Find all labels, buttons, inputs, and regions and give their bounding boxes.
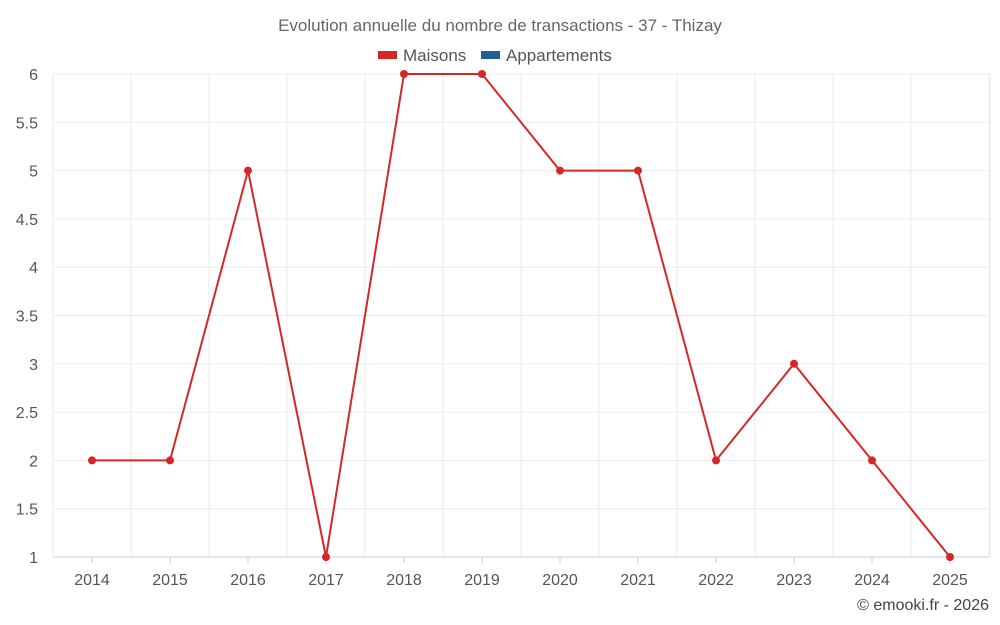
data-point-maisons-2022[interactable] [712, 456, 720, 465]
x-tick-label: 2025 [932, 572, 968, 589]
y-tick-label: 6 [29, 67, 38, 84]
x-tick-label: 2015 [152, 572, 188, 589]
series-line-maisons [92, 73, 951, 558]
x-tick-label: 2016 [230, 572, 266, 589]
x-tick-label: 2014 [74, 572, 110, 589]
data-point-maisons-2015[interactable] [166, 456, 174, 465]
data-point-maisons-2019[interactable] [478, 70, 486, 78]
x-tick-label: 2017 [308, 572, 344, 589]
chart-title: Evolution annuelle du nombre de transact… [278, 16, 722, 35]
credit-text: © emooki.fr - 2026 [857, 597, 989, 614]
y-tick-label: 1 [29, 550, 38, 567]
legend-swatch-maisons [378, 51, 397, 59]
y-tick-label: 2.5 [16, 405, 38, 422]
data-point-maisons-2017[interactable] [322, 553, 330, 561]
data-point-maisons-2023[interactable] [790, 359, 798, 368]
legend-label-maisons: Maisons [403, 46, 466, 65]
data-point-maisons-2024[interactable] [868, 456, 876, 465]
data-point-maisons-2018[interactable] [400, 70, 408, 78]
y-tick-label: 3.5 [16, 309, 38, 326]
x-tick-label: 2023 [776, 572, 812, 589]
data-points [88, 70, 954, 561]
data-point-maisons-2014[interactable] [88, 456, 96, 465]
x-tick-label: 2019 [464, 572, 500, 589]
y-tick-label: 4 [29, 260, 38, 277]
x-tick-label: 2018 [386, 572, 422, 589]
legend-item-appartements[interactable]: Appartements [481, 46, 612, 65]
y-tick-label: 4.5 [16, 212, 38, 229]
y-tick-label: 3 [29, 357, 38, 374]
x-tick-label: 2022 [698, 572, 734, 589]
legend-item-maisons[interactable]: Maisons [378, 46, 466, 65]
x-tick-label: 2020 [542, 572, 578, 589]
x-tick-label: 2024 [854, 572, 890, 589]
y-tick-label: 5 [29, 164, 38, 181]
y-tick-label: 5.5 [16, 115, 38, 132]
legend: Maisons Appartements [378, 46, 612, 65]
legend-swatch-appartements [481, 51, 500, 59]
y-tick-label: 2 [29, 453, 38, 470]
data-point-maisons-2021[interactable] [634, 166, 642, 175]
y-tick-label: 1.5 [16, 502, 38, 519]
grid [52, 73, 991, 558]
legend-label-appartements: Appartements [506, 46, 612, 65]
x-tick-label: 2021 [620, 572, 656, 589]
data-point-maisons-2020[interactable] [556, 166, 564, 175]
axes: 1 1.5 2 2.5 3 3.5 4 4.5 5 5.5 6 2014 2015 2016 2017 201… [16, 67, 968, 589]
series-lines [92, 73, 951, 558]
data-point-maisons-2016[interactable] [244, 166, 252, 175]
data-point-maisons-2025[interactable] [946, 553, 954, 561]
